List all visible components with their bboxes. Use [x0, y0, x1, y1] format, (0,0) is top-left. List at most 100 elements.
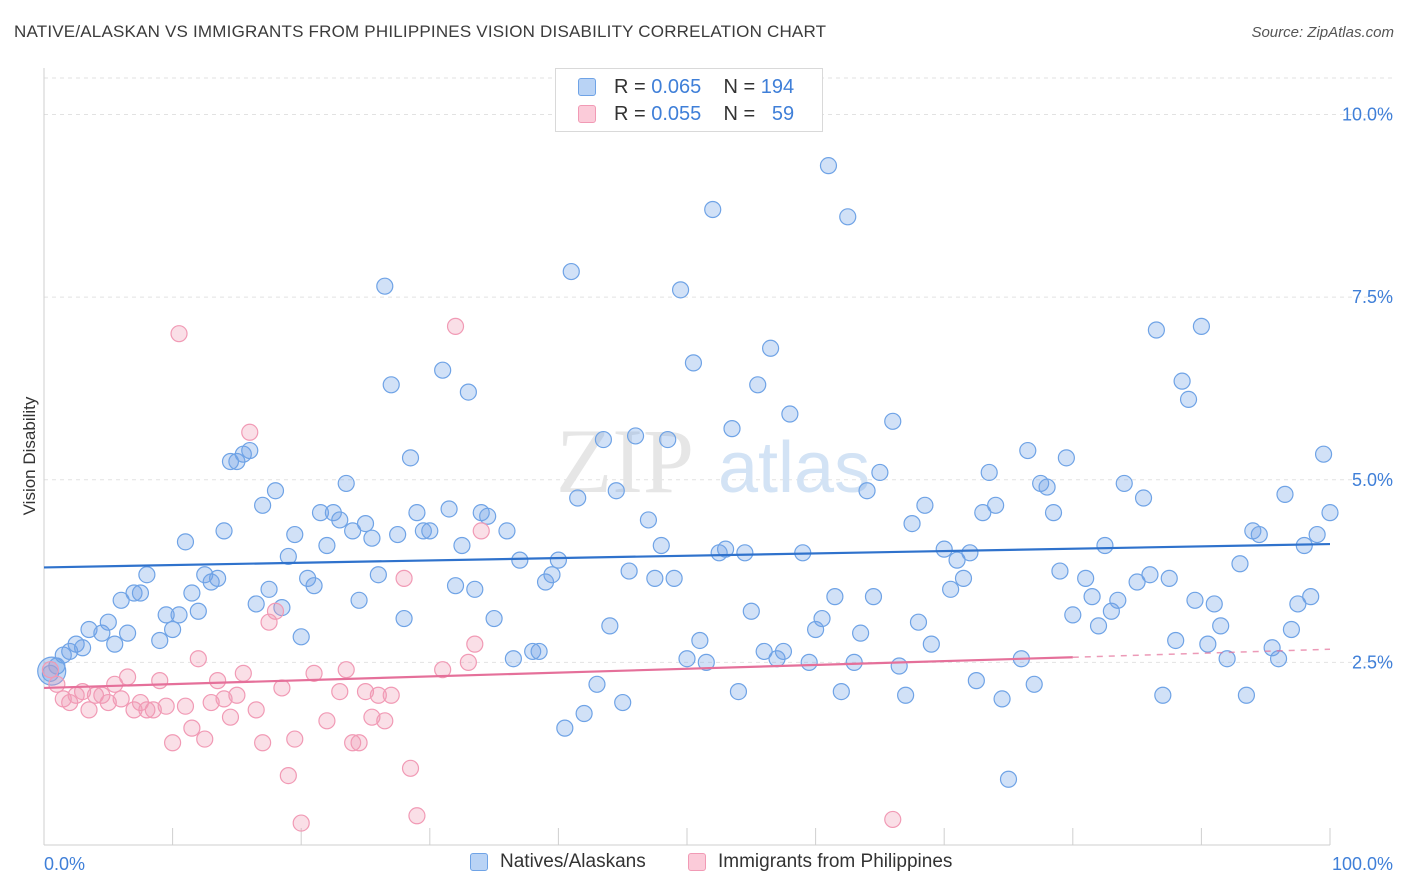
- natives-points: [37, 157, 1339, 788]
- natives-point-24: [209, 569, 227, 587]
- natives-point-167: [1199, 635, 1217, 653]
- philippines-point-59: [884, 810, 902, 829]
- natives-point-120: [864, 588, 883, 606]
- natives-point-169: [1212, 617, 1230, 635]
- philippines-point-54: [434, 661, 452, 679]
- natives-point-84: [620, 562, 638, 580]
- natives-point-83: [614, 693, 632, 712]
- natives-point-147: [1057, 449, 1075, 467]
- legend-swatch-philippines: [578, 105, 596, 123]
- natives-point-33: [266, 482, 285, 500]
- natives-point-163: [1173, 372, 1191, 390]
- natives-point-179: [1289, 595, 1307, 613]
- natives-point-11: [118, 624, 137, 642]
- legend-r-value: 0.065: [651, 75, 702, 98]
- natives-point-154: [1109, 591, 1127, 609]
- x-tick-label-1: 100.0%: [1332, 854, 1393, 874]
- natives-point-73: [543, 566, 561, 584]
- philippines-point-1: [48, 675, 66, 693]
- natives-point-133: [961, 544, 979, 562]
- natives-point-67: [498, 522, 516, 540]
- natives-point-98: [716, 540, 735, 558]
- philippines-points: [41, 317, 902, 832]
- natives-point-6: [80, 620, 98, 639]
- natives-point-139: [999, 770, 1018, 788]
- natives-point-89: [659, 430, 677, 449]
- philippines-point-17: [151, 672, 169, 690]
- correlation-legend: R = 0.065 N = 194 R = 0.055 N = 59: [555, 68, 823, 132]
- natives-point-184: [1321, 504, 1339, 522]
- philippines-point-33: [254, 734, 272, 752]
- philippines-trend-line: [43, 656, 1073, 690]
- natives-point-108: [781, 405, 799, 423]
- natives-point-123: [890, 657, 908, 675]
- natives-point-113: [819, 157, 838, 175]
- natives-point-122: [884, 412, 902, 430]
- philippines-point-46: [356, 682, 375, 701]
- philippines-point-21: [176, 697, 195, 715]
- natives-point-134: [967, 672, 985, 690]
- natives-point-54: [401, 449, 420, 467]
- natives-point-125: [903, 514, 921, 533]
- philippines-point-12: [118, 668, 137, 686]
- natives-point-19: [176, 533, 195, 551]
- natives-point-126: [909, 613, 928, 631]
- natives-point-47: [356, 514, 375, 533]
- natives-point-145: [1044, 504, 1063, 522]
- philippines-point-37: [279, 767, 297, 785]
- natives-point-96: [704, 200, 722, 219]
- natives-point-55: [408, 504, 426, 522]
- natives-point-146: [1051, 562, 1069, 580]
- natives-point-25: [215, 522, 233, 540]
- natives-point-172: [1237, 686, 1256, 704]
- grid-lines: [44, 77, 1392, 663]
- natives-point-149: [1077, 569, 1095, 587]
- natives-point-60: [446, 577, 465, 595]
- natives-point-152: [1096, 536, 1114, 555]
- natives-point-102: [742, 602, 760, 620]
- philippines-point-25: [202, 693, 220, 712]
- natives-point-17: [164, 620, 182, 639]
- philippines-point-41: [318, 712, 336, 730]
- natives-point-90: [665, 569, 683, 587]
- natives-point-130: [942, 580, 960, 598]
- natives-point-29: [241, 441, 259, 460]
- natives-point-138: [993, 690, 1011, 708]
- natives-point-168: [1205, 595, 1223, 613]
- natives-point-80: [594, 430, 613, 449]
- philippines-point-34: [260, 613, 278, 631]
- natives-point-132: [954, 569, 973, 587]
- legend-n-label: N =: [723, 102, 756, 125]
- x-tick-labels: 0.0% 100.0%: [44, 854, 1393, 874]
- philippines-point-23: [189, 650, 207, 668]
- chart-title: NATIVE/ALASKAN VS IMMIGRANTS FROM PHILIP…: [14, 22, 827, 41]
- philippines-point-27: [215, 690, 233, 708]
- natives-point-45: [344, 522, 362, 540]
- natives-point-128: [922, 635, 940, 653]
- legend-swatch-natives: [470, 853, 488, 871]
- natives-point-121: [871, 463, 889, 482]
- philippines-trend-extension: [1072, 648, 1331, 659]
- natives-point-170: [1218, 650, 1236, 668]
- natives-point-51: [382, 376, 400, 394]
- philippines-point-26: [209, 672, 227, 690]
- natives-point-110: [800, 653, 818, 671]
- trend-lines: [43, 542, 1331, 690]
- philippines-point-22: [183, 719, 201, 737]
- y-tick-label-2: 7.5%: [1352, 287, 1393, 307]
- natives-point-157: [1134, 489, 1153, 507]
- natives-point-99: [723, 420, 741, 438]
- legend-label-philippines: Immigrants from Philippines: [718, 851, 953, 872]
- natives-point-48: [363, 529, 381, 547]
- natives-point-164: [1179, 390, 1198, 409]
- philippines-point-19: [164, 734, 182, 752]
- natives-point-160: [1154, 686, 1172, 704]
- natives-point-103: [749, 376, 767, 394]
- watermark: ZIP atlas: [556, 410, 870, 512]
- natives-point-53: [395, 609, 413, 628]
- philippines-point-51: [395, 569, 413, 587]
- natives-point-124: [897, 686, 915, 704]
- legend-row-philippines: R = 0.055 N = 59: [578, 102, 794, 126]
- natives-point-44: [337, 474, 355, 493]
- natives-point-52: [389, 525, 407, 544]
